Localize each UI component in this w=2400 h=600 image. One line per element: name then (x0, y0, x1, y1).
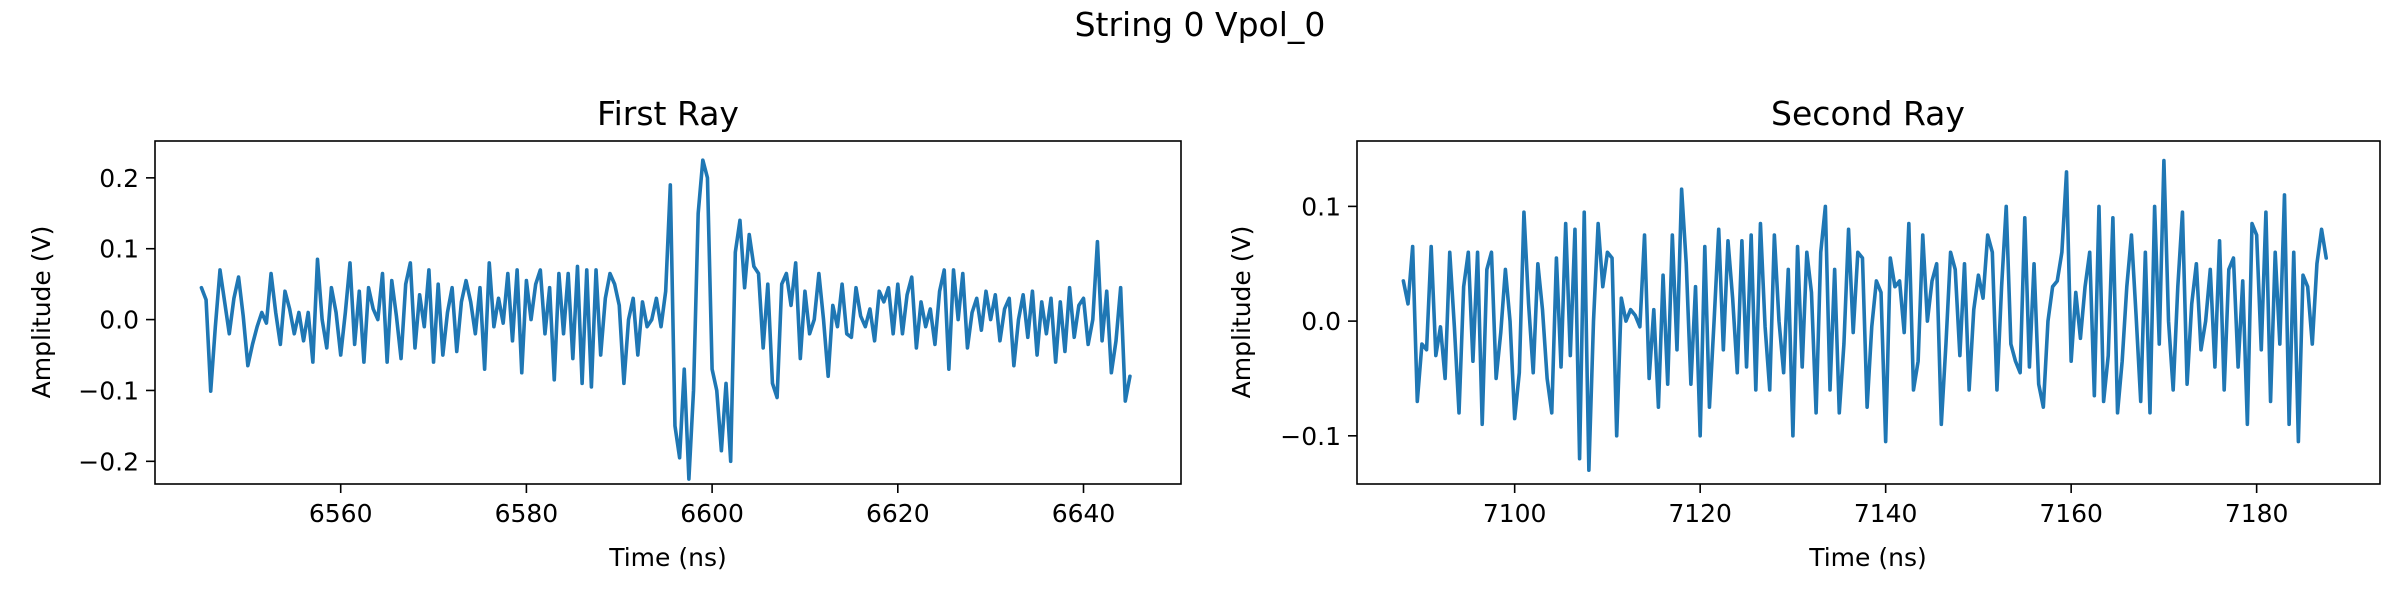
y-tick-label: 0.0 (1301, 307, 1341, 336)
x-axis: 6560 6580 6600 6620 6640 (309, 484, 1115, 528)
x-tick-label: 6640 (1052, 499, 1116, 528)
y-tick-label: 0.2 (99, 164, 139, 193)
panel-second-ray: Second Ray 7100 7120 7140 7160 7180 −0.1 0.0 0… (1227, 94, 2381, 572)
y-tick-label: −0.1 (78, 376, 139, 405)
y-axis: −0.2 −0.1 0.0 0.1 0.2 (78, 164, 155, 476)
y-axis-label: Amplitude (V) (27, 226, 56, 399)
x-tick-label: 6600 (680, 499, 744, 528)
y-tick-label: −0.2 (78, 447, 139, 476)
x-tick-label: 6580 (495, 499, 559, 528)
y-tick-label: 0.1 (1301, 192, 1341, 221)
x-tick-label: 7160 (2039, 499, 2103, 528)
x-tick-label: 7100 (1483, 499, 1547, 528)
x-tick-label: 7180 (2225, 499, 2289, 528)
x-tick-label: 7120 (1668, 499, 1732, 528)
plot-frame (154, 140, 1182, 485)
panel-title: Second Ray (1771, 94, 1965, 133)
waveform-line-second-ray (1401, 158, 2329, 473)
y-tick-label: 0.0 (99, 306, 139, 335)
x-tick-label: 7140 (1854, 499, 1918, 528)
plot-frame (1356, 140, 2381, 485)
y-axis-label: Amplitude (V) (1227, 226, 1256, 399)
x-axis-label: Time (ns) (1808, 543, 1927, 572)
y-axis: −0.1 0.0 0.1 (1280, 192, 1357, 451)
x-axis-label: Time (ns) (608, 543, 727, 572)
x-axis: 7100 7120 7140 7160 7180 (1483, 484, 2289, 528)
x-tick-label: 6560 (309, 499, 373, 528)
panel-title: First Ray (597, 94, 739, 133)
y-tick-label: 0.1 (99, 235, 139, 264)
waveform-line-first-ray (199, 158, 1132, 481)
x-tick-label: 6620 (866, 499, 930, 528)
panel-first-ray: First Ray 6560 6580 6600 6620 6640 −0.2 −0.1 0… (27, 94, 1182, 572)
y-tick-label: −0.1 (1280, 422, 1341, 451)
figure-title: String 0 Vpol_0 (1075, 5, 1326, 44)
